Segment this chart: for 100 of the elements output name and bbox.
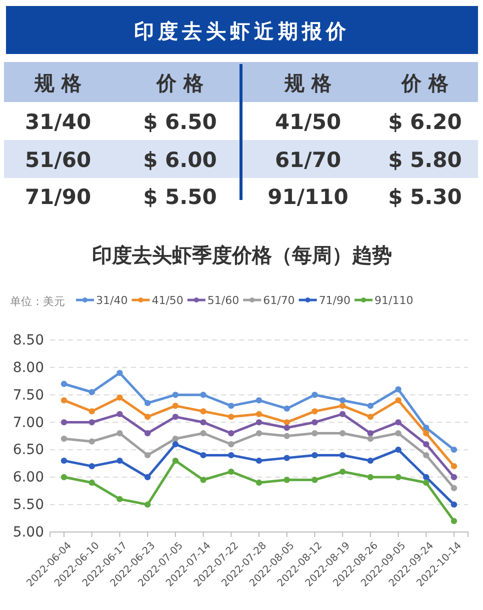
point <box>450 446 458 453</box>
point <box>116 496 123 502</box>
point <box>144 474 151 480</box>
point <box>395 474 402 480</box>
point <box>312 476 318 483</box>
text: 31/40 <box>24 110 92 134</box>
point <box>200 452 206 458</box>
point <box>200 392 206 398</box>
point <box>284 454 290 462</box>
text: 规 格 <box>34 71 82 95</box>
y-tick-label: 8.00 <box>12 360 44 376</box>
text: 规 格 <box>284 71 332 95</box>
point <box>60 436 68 442</box>
text: 71/90 <box>24 185 92 209</box>
point <box>256 480 262 486</box>
text: $ 6.00 <box>143 148 217 172</box>
point <box>116 370 123 376</box>
text: $ 5.50 <box>143 185 217 209</box>
point <box>88 389 95 396</box>
point <box>228 441 234 448</box>
point <box>339 430 346 436</box>
point <box>228 402 234 409</box>
point <box>423 452 430 458</box>
point <box>450 501 458 508</box>
point <box>395 419 402 426</box>
point <box>144 430 151 436</box>
point <box>450 474 458 480</box>
legend-label: 61/70 <box>263 294 295 307</box>
point <box>339 468 346 475</box>
point <box>60 419 68 426</box>
point <box>116 430 123 436</box>
y-tick-label: 6.50 <box>12 442 44 458</box>
chart-title: 印度去头虾季度价格（每周）趋势 <box>92 243 392 267</box>
point <box>312 392 318 398</box>
text: 价 格 <box>400 71 450 95</box>
legend-label: 51/60 <box>207 294 240 307</box>
point <box>256 458 262 464</box>
point <box>312 408 318 414</box>
point <box>88 438 95 445</box>
legend-label: 91/110 <box>374 294 414 307</box>
text: 41/50 <box>274 110 342 134</box>
point <box>256 397 262 404</box>
y-tick-label: 7.50 <box>12 387 44 404</box>
legend-label: 41/50 <box>152 294 184 307</box>
point <box>423 430 430 436</box>
point <box>395 446 402 453</box>
point <box>144 414 151 420</box>
point <box>200 430 206 436</box>
point <box>423 474 430 480</box>
point <box>88 419 95 426</box>
point <box>395 430 402 436</box>
y-tick-label: 8.50 <box>12 332 44 348</box>
point <box>172 414 179 420</box>
point <box>339 402 346 409</box>
point <box>116 394 123 401</box>
point <box>284 432 290 440</box>
point <box>367 430 374 436</box>
point <box>88 408 95 414</box>
point <box>339 410 346 418</box>
point <box>312 430 318 436</box>
point <box>228 430 234 436</box>
point <box>60 474 68 480</box>
point <box>395 386 402 392</box>
text: 印度去头虾近期报价 <box>134 19 350 43</box>
point <box>284 424 290 431</box>
point <box>172 392 179 398</box>
point <box>256 410 262 418</box>
point <box>367 402 374 409</box>
point <box>60 380 68 387</box>
point <box>172 436 179 442</box>
text: 91/110 <box>268 185 348 209</box>
point <box>200 408 206 414</box>
y-axis-title: 单位：美元 <box>10 295 65 308</box>
text: 51/60 <box>24 148 92 172</box>
point <box>228 452 234 458</box>
point <box>172 402 179 409</box>
point <box>144 452 151 458</box>
y-tick-label: 5.00 <box>12 524 44 540</box>
text: 价 格 <box>156 71 204 95</box>
point <box>116 410 123 418</box>
text: $ 6.20 <box>388 110 462 134</box>
point <box>60 458 68 464</box>
point <box>312 452 318 458</box>
point <box>284 405 290 412</box>
point <box>284 419 290 426</box>
point <box>312 419 318 426</box>
point <box>284 476 290 483</box>
point <box>423 441 430 448</box>
point <box>144 400 151 406</box>
point <box>339 452 346 458</box>
point <box>256 430 262 436</box>
point <box>450 463 458 470</box>
point <box>144 501 151 508</box>
point <box>200 476 206 483</box>
point <box>367 414 374 420</box>
point <box>256 419 262 426</box>
point <box>367 474 374 480</box>
point <box>423 480 430 486</box>
y-tick-label: 6.00 <box>12 470 44 486</box>
text: $ 5.30 <box>388 185 462 209</box>
